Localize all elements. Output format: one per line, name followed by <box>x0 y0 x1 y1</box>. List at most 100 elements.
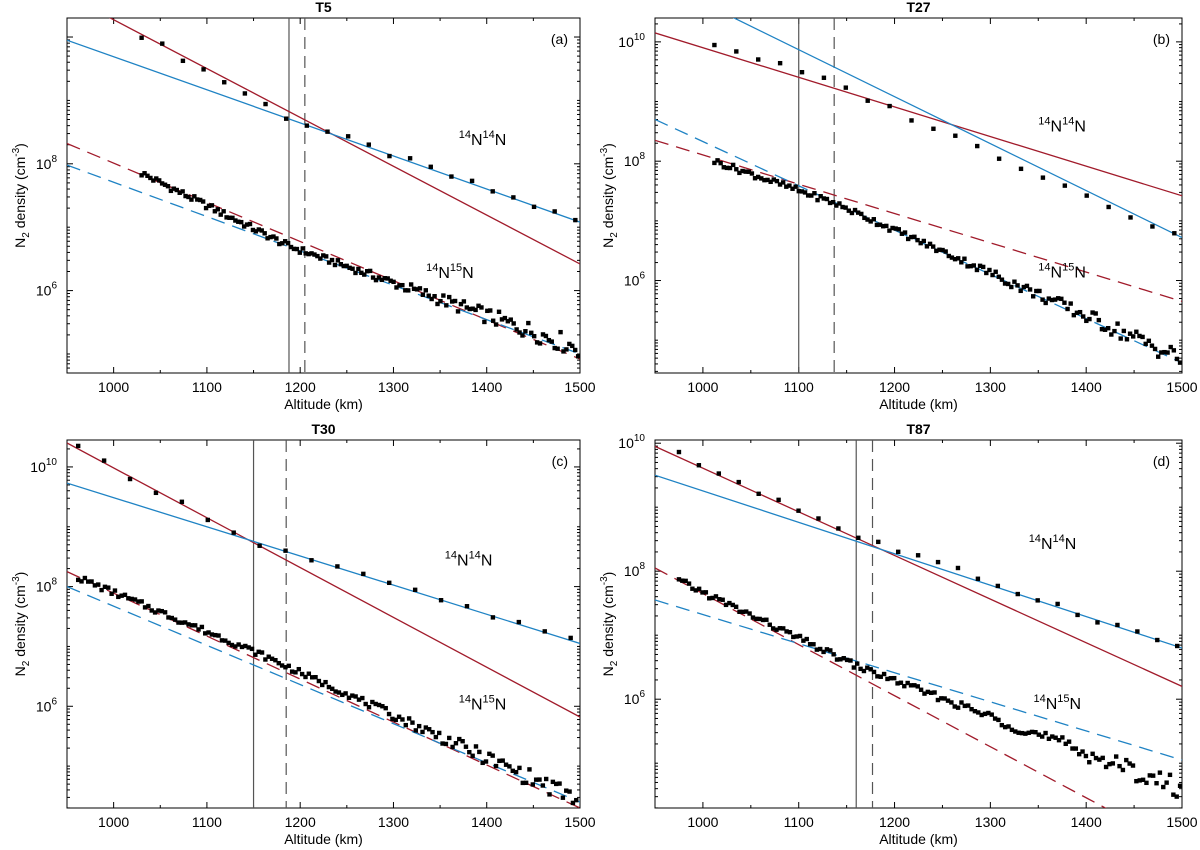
data-point-n2 <box>821 75 827 80</box>
data-point-iso <box>330 686 335 691</box>
data-point-iso <box>737 609 742 615</box>
data-point-n2 <box>953 133 958 138</box>
data-point-iso <box>940 247 945 253</box>
x-tick-label: 1200 <box>879 379 910 395</box>
data-point-iso <box>727 600 732 606</box>
y-tick-label: 1010 <box>30 457 57 475</box>
data-point-iso <box>762 177 767 183</box>
data-point-iso <box>1096 317 1102 323</box>
data-point-iso <box>383 705 388 711</box>
data-point-iso <box>796 188 801 194</box>
data-point-iso <box>461 299 467 304</box>
data-point-iso <box>1009 727 1015 733</box>
data-point-n2 <box>734 49 739 54</box>
chart-title: T5 <box>315 0 332 15</box>
data-point-iso <box>209 203 215 208</box>
data-point-n2 <box>242 91 248 96</box>
data-point-iso <box>186 194 191 200</box>
data-point-n2 <box>309 558 314 563</box>
data-point-iso <box>162 182 168 187</box>
data-point-iso <box>233 644 238 649</box>
data-point-iso <box>934 248 939 254</box>
data-point-iso <box>447 294 452 300</box>
data-point-iso <box>406 288 411 293</box>
data-point-iso <box>959 260 964 265</box>
data-point-iso <box>189 623 195 628</box>
data-point-iso <box>1090 751 1095 757</box>
data-point-iso <box>239 219 244 225</box>
data-point-iso <box>347 265 352 271</box>
data-point-iso <box>710 595 715 601</box>
data-point-iso <box>733 604 739 609</box>
data-point-iso <box>221 209 226 214</box>
data-point-iso <box>373 277 379 283</box>
data-point-iso <box>444 303 449 308</box>
plot-area <box>67 440 580 808</box>
data-point-iso <box>285 240 291 246</box>
data-point-iso <box>723 602 729 608</box>
data-point-iso <box>363 701 368 707</box>
fit-line-red-dashed <box>655 139 1182 303</box>
data-point-iso <box>1174 794 1179 799</box>
data-point-iso <box>821 649 826 655</box>
data-point-iso <box>106 585 111 590</box>
data-point-iso <box>1019 730 1025 736</box>
data-point-iso <box>262 231 267 236</box>
data-point-iso <box>996 274 1002 279</box>
data-point-iso <box>397 283 402 288</box>
data-point-iso <box>855 661 860 666</box>
data-point-n2 <box>490 615 496 620</box>
data-point-iso <box>406 716 412 721</box>
data-point-iso <box>476 303 481 308</box>
data-point-iso <box>288 244 294 250</box>
data-point-iso <box>306 251 311 257</box>
data-point-iso <box>1068 301 1073 306</box>
data-point-n2 <box>101 458 107 463</box>
data-point-iso <box>1154 781 1159 786</box>
data-point-iso <box>473 744 479 749</box>
data-point-iso <box>96 582 101 587</box>
panel-label: (d) <box>1153 453 1170 469</box>
data-point-iso <box>433 734 439 740</box>
data-point-iso <box>828 648 833 653</box>
data-point-iso <box>102 584 108 590</box>
data-point-iso <box>943 249 948 254</box>
data-point-iso <box>430 729 435 735</box>
data-point-iso <box>192 194 197 199</box>
data-point-iso <box>834 203 839 208</box>
x-tick-label: 1400 <box>471 814 502 830</box>
data-point-iso <box>268 234 273 240</box>
x-tick-label: 1300 <box>975 379 1006 395</box>
series-label-n2: 14N14N <box>1038 115 1086 135</box>
fit-line-blue-dashed <box>655 599 1182 761</box>
x-tick-label: 1000 <box>98 379 129 395</box>
fit-line-red-solid <box>67 442 580 718</box>
data-point-iso <box>942 696 947 701</box>
data-point-iso <box>764 617 769 622</box>
panel-label: (c) <box>552 453 568 469</box>
data-point-iso <box>289 669 295 674</box>
data-point-iso <box>346 695 352 700</box>
x-tick-label: 1000 <box>687 814 718 830</box>
data-point-iso <box>893 226 898 231</box>
data-point-iso <box>198 197 203 203</box>
data-point-iso <box>846 208 851 213</box>
data-point-iso <box>189 197 194 202</box>
data-point-iso <box>385 276 390 281</box>
data-point-iso <box>812 191 817 196</box>
data-point-iso <box>403 722 408 728</box>
data-point-iso <box>490 753 495 758</box>
x-tick-label: 1200 <box>879 814 910 830</box>
data-point-iso <box>1059 296 1064 302</box>
data-point-iso <box>834 657 840 662</box>
fit-line-blue-solid <box>732 18 1182 239</box>
data-point-iso <box>999 277 1005 282</box>
data-point-iso <box>550 779 556 785</box>
data-point-iso <box>734 167 739 172</box>
data-point-iso <box>533 777 539 782</box>
data-point-iso <box>797 633 803 639</box>
data-point-n2 <box>1128 215 1133 220</box>
data-point-iso <box>946 253 952 259</box>
data-point-n2 <box>160 41 165 46</box>
